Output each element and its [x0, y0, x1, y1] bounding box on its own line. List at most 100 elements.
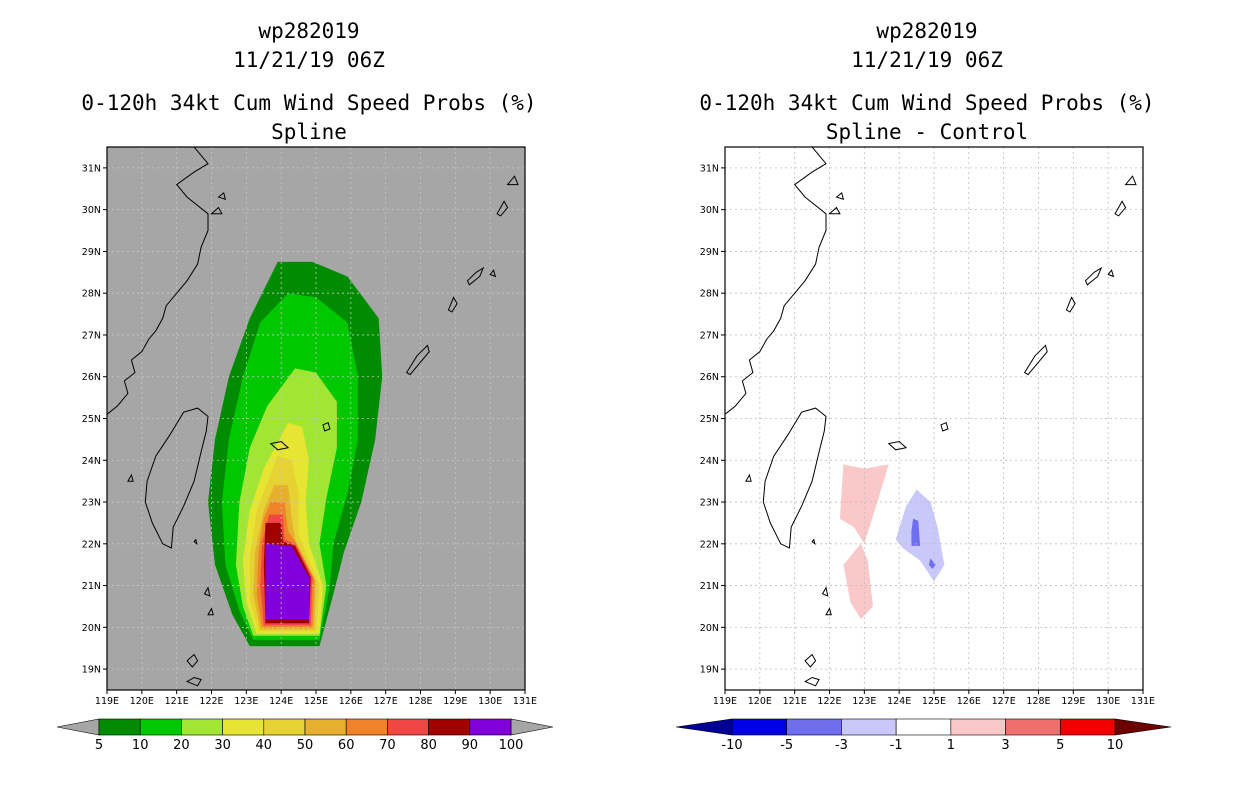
- lon-tick-label: 122E: [817, 696, 841, 707]
- coastline-island: [835, 192, 845, 200]
- colorbar-swatch: [1059, 718, 1116, 736]
- coastline-island: [210, 206, 223, 215]
- lat-tick-label: 28N: [700, 289, 719, 300]
- lon-tick-label: 119E: [713, 696, 737, 707]
- coastline-taiwan: [762, 407, 827, 549]
- coastline-island: [828, 206, 841, 215]
- lat-tick-label: 20N: [82, 623, 101, 634]
- lon-tick-label: 119E: [95, 696, 119, 707]
- coastline-island: [1065, 296, 1076, 313]
- storm-id-title: wp282019: [258, 19, 360, 43]
- colorbar-label: 1: [947, 738, 955, 753]
- coastline-island: [1084, 266, 1103, 286]
- colorbar-label: -1: [890, 738, 903, 753]
- lat-tick-label: 26N: [82, 372, 101, 383]
- colorbar-end-low: [56, 718, 100, 736]
- colorbar-swatch: [469, 718, 512, 736]
- datetime-title: 11/21/19 06Z: [851, 48, 1003, 72]
- lat-tick-label: 19N: [82, 665, 101, 676]
- lon-tick-label: 124E: [887, 696, 911, 707]
- coastline-island: [804, 653, 817, 668]
- lat-tick-label: 21N: [700, 581, 719, 592]
- method-title: Spline - Control: [825, 120, 1029, 144]
- colorbar: -10 -5 -3 -1 1 3 5 10: [675, 718, 1172, 753]
- difference-map: 119E 120E 121E 122E 123E 124E 125E 126E 127E 128E…: [675, 146, 1172, 753]
- lon-tick-label: 128E: [1026, 696, 1050, 707]
- lat-tick-label: 27N: [700, 330, 719, 341]
- coastline-island: [1114, 200, 1127, 217]
- colorbar-label: 10: [132, 738, 149, 753]
- colorbar-label: 80: [420, 738, 437, 753]
- colorbar-swatch: [895, 718, 952, 736]
- lat-tick-label: 21N: [82, 581, 101, 592]
- contour-1: [839, 464, 889, 544]
- lon-tick-label: 129E: [443, 696, 467, 707]
- colorbar-swatch: [387, 718, 429, 736]
- lon-tick-label: 124E: [269, 696, 293, 707]
- panel-spline: wp282019 11/21/19 06Z 0-120h 34kt Cum Wi…: [56, 19, 554, 753]
- colorbar-swatch: [731, 718, 788, 736]
- coastline-island: [447, 296, 458, 313]
- colorbar-end-high: [510, 718, 554, 736]
- lat-tick-label: 20N: [700, 623, 719, 634]
- lat-tick-label: 22N: [700, 539, 719, 550]
- lat-tick-label: 28N: [82, 289, 101, 300]
- coastline-island: [745, 473, 752, 482]
- colorbar-swatch: [304, 718, 347, 736]
- product-title: 0-120h 34kt Cum Wind Speed Probs (%): [699, 91, 1155, 115]
- colorbar-label: 50: [297, 738, 314, 753]
- coastline-island: [466, 266, 485, 286]
- lon-tick-label: 131E: [1131, 696, 1155, 707]
- colorbar-label: 5: [95, 738, 103, 753]
- coastline-island: [803, 676, 820, 687]
- colorbar-label: 5: [1056, 738, 1064, 753]
- colorbar-label: 70: [379, 738, 396, 753]
- contour-neg1: [895, 489, 945, 582]
- lon-tick-label: 125E: [304, 696, 328, 707]
- colorbar-label: 10: [1107, 738, 1124, 753]
- lat-tick-label: 23N: [82, 498, 101, 509]
- lat-tick-label: 29N: [700, 247, 719, 258]
- coastline-island: [821, 586, 829, 597]
- colorbar-end-low: [675, 718, 733, 736]
- coastline-island: [193, 538, 198, 546]
- lon-tick-label: 121E: [783, 696, 807, 707]
- coastline-island: [127, 473, 134, 482]
- coastline-taiwan: [144, 407, 209, 549]
- colorbar-label: 40: [256, 738, 273, 753]
- coastline-island: [1124, 175, 1137, 186]
- lon-tick-label: 128E: [408, 696, 432, 707]
- spline-map: 119E 120E 121E 122E 123E 124E 125E 126E 127E 128E…: [56, 146, 554, 753]
- colorbar-swatch: [345, 718, 388, 736]
- colorbar-swatch: [428, 718, 471, 736]
- coastline-island: [186, 653, 199, 668]
- coastline-island: [203, 586, 211, 597]
- coastline-island: [405, 344, 430, 376]
- contour-1: [843, 543, 873, 619]
- colorbar-label: 100: [499, 738, 524, 753]
- map-content: [725, 147, 1143, 690]
- storm-id-title: wp282019: [876, 19, 978, 43]
- lon-tick-label: 123E: [234, 696, 258, 707]
- lat-tick-label: 29N: [82, 247, 101, 258]
- colorbar-swatch: [1005, 718, 1061, 736]
- lon-tick-label: 130E: [478, 696, 502, 707]
- coastline-island: [269, 440, 290, 451]
- lon-tick-label: 121E: [165, 696, 189, 707]
- coastline-island: [940, 422, 949, 432]
- lon-tick-label: 120E: [748, 696, 772, 707]
- lat-tick-label: 26N: [700, 372, 719, 383]
- lon-tick-label: 127E: [374, 696, 398, 707]
- contour-neg3: [928, 558, 936, 569]
- colorbar-swatch: [263, 718, 306, 736]
- colorbar-label: -3: [835, 738, 848, 753]
- lon-tick-label: 125E: [922, 696, 946, 707]
- lon-tick-label: 122E: [199, 696, 223, 707]
- coastline-china: [107, 147, 209, 415]
- lon-tick-label: 130E: [1096, 696, 1120, 707]
- lat-tick-label: 25N: [700, 414, 719, 425]
- lat-tick-label: 22N: [82, 539, 101, 550]
- lat-tick-label: 30N: [700, 205, 719, 216]
- method-title: Spline: [271, 120, 347, 144]
- coastline-island: [207, 607, 214, 616]
